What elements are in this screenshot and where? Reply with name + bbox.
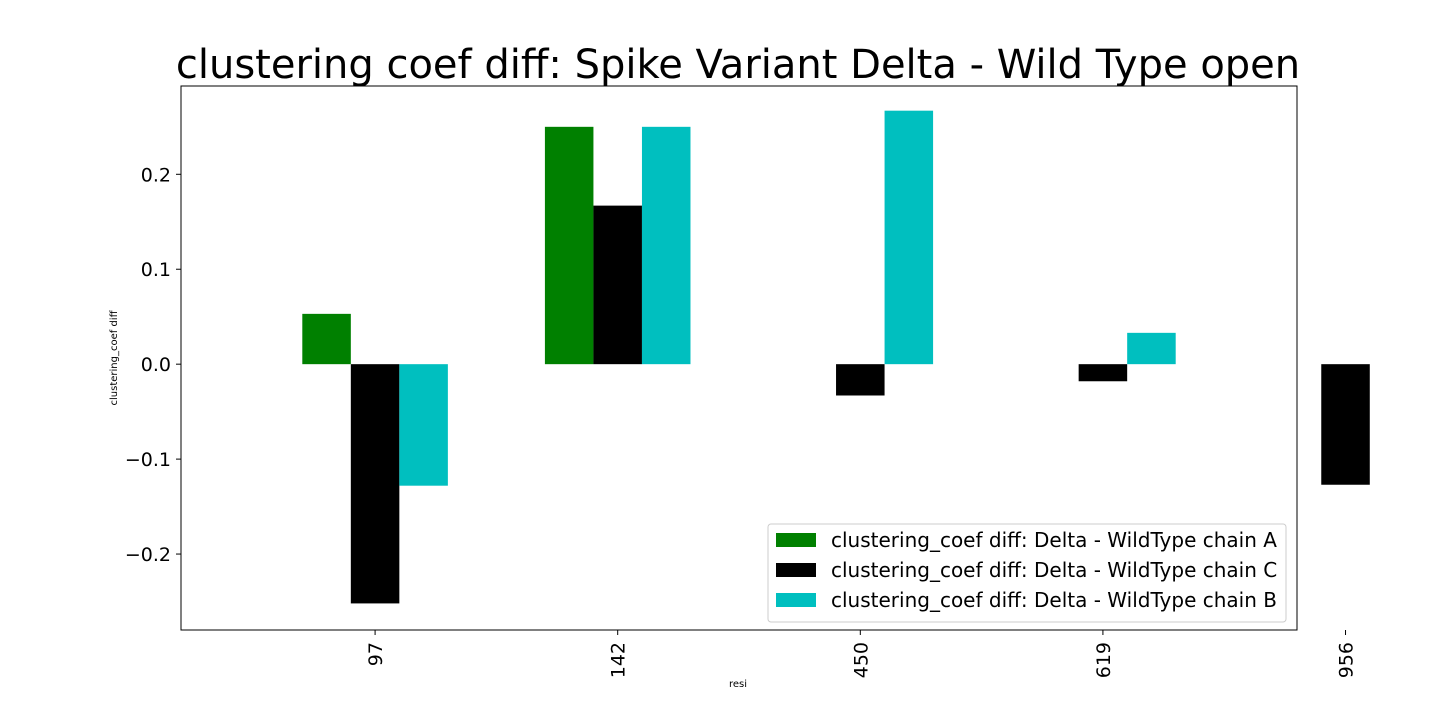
legend: clustering_coef diff: Delta - WildType c… (767, 523, 1287, 623)
legend-swatch (776, 593, 816, 607)
bar-series-2-97 (399, 364, 448, 486)
bar-series-2-142 (641, 126, 691, 365)
bar-series-1-142 (593, 205, 642, 365)
x-tick-label: 450 (850, 642, 872, 678)
legend-label: clustering_coef diff: Delta - WildType c… (831, 528, 1277, 552)
y-tick-label: −0.2 (125, 544, 171, 566)
y-tick-label: −0.1 (125, 449, 171, 471)
legend-label: clustering_coef diff: Delta - WildType c… (831, 558, 1277, 582)
bar-series-1-450 (836, 364, 885, 396)
plot-frame (180, 85, 1298, 631)
y-axis-label: clustering_coef diff (109, 309, 120, 405)
bar-series-1-619 (1078, 364, 1128, 382)
bar-series-1-97 (350, 364, 400, 604)
legend-swatch (776, 563, 816, 577)
x-tick-label: 619 (1093, 642, 1115, 678)
y-tick-label: 0.2 (141, 164, 171, 186)
x-tick-label: 142 (608, 642, 630, 678)
x-axis-label: resi (729, 679, 747, 690)
chart-title: clustering coef diff: Spike Variant Delt… (176, 42, 1300, 88)
legend-box (767, 523, 1287, 623)
bar-series-0-142 (544, 126, 594, 365)
legend-swatch (776, 533, 816, 547)
y-tick-label: 0.0 (141, 354, 171, 376)
bar-series-0-97 (302, 313, 351, 365)
bar-series-2-450 (884, 110, 934, 365)
y-tick-label: 0.1 (141, 259, 171, 281)
legend-label: clustering_coef diff: Delta - WildType c… (831, 588, 1277, 612)
x-tick-label: 97 (365, 642, 387, 666)
x-tick-label: 956 (1336, 642, 1358, 678)
bar-series-1-956 (1321, 364, 1370, 485)
bar-series-2-619 (1127, 332, 1176, 365)
